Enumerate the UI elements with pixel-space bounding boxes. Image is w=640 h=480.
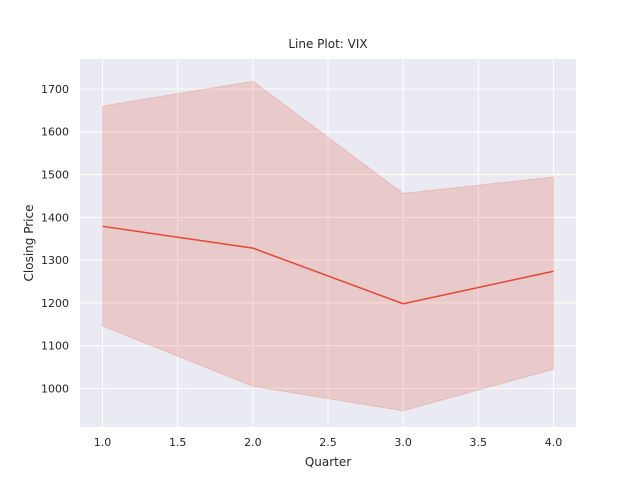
y-tick-label: 1200 bbox=[41, 297, 69, 310]
x-tick-label: 2.0 bbox=[244, 436, 262, 449]
confidence-band bbox=[102, 80, 554, 412]
x-tick-label: 1.0 bbox=[94, 436, 112, 449]
x-tick-label: 2.5 bbox=[319, 436, 337, 449]
series-lines bbox=[102, 225, 554, 305]
y-tick-label: 1700 bbox=[41, 83, 69, 96]
x-tick-labels: 1.0 1.5 2.0 2.5 3.0 3.5 4.0 bbox=[94, 436, 562, 449]
series-line bbox=[102, 225, 554, 305]
y-axis-label: Closing Price bbox=[22, 205, 36, 282]
x-tick-label: 3.5 bbox=[470, 436, 488, 449]
y-tick-label: 1100 bbox=[41, 340, 69, 353]
confidence-bands bbox=[102, 80, 554, 412]
y-tick-label: 1400 bbox=[41, 211, 69, 224]
x-tick-label: 1.5 bbox=[169, 436, 187, 449]
x-axis-label: Quarter bbox=[305, 455, 351, 469]
x-tick-label: 4.0 bbox=[545, 436, 563, 449]
y-tick-label: 1600 bbox=[41, 126, 69, 139]
y-tick-label: 1500 bbox=[41, 169, 69, 182]
y-tick-label: 1300 bbox=[41, 254, 69, 267]
x-tick-label: 3.0 bbox=[394, 436, 412, 449]
chart-title: Line Plot: VIX bbox=[288, 37, 367, 51]
y-tick-labels: 1000 1100 1200 1300 1400 1500 1600 1700 bbox=[41, 83, 69, 396]
y-tick-label: 1000 bbox=[41, 382, 69, 395]
grid-lines bbox=[80, 59, 576, 427]
